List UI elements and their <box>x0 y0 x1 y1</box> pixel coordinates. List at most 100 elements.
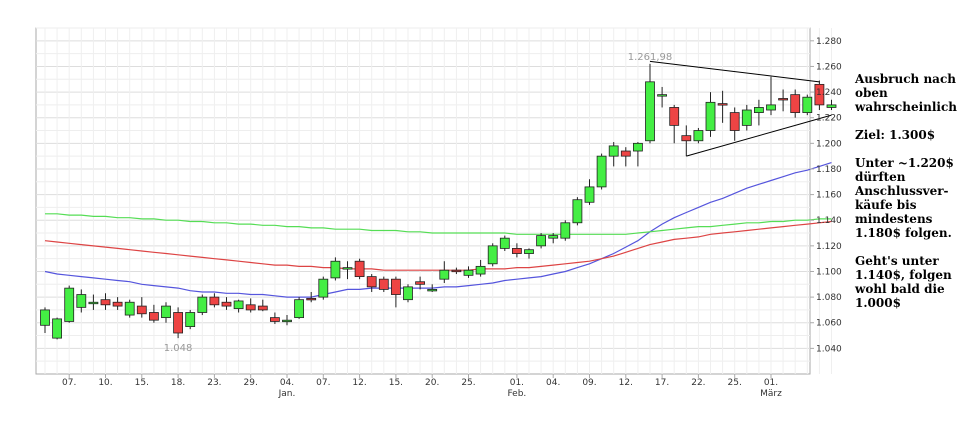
candle <box>524 248 534 259</box>
candle-body <box>657 94 667 97</box>
candle <box>76 289 87 313</box>
candle <box>318 276 329 300</box>
candle <box>64 285 75 323</box>
candle-body <box>415 281 426 285</box>
candle-body <box>306 297 317 301</box>
candle-body <box>378 278 389 290</box>
candle-body <box>427 289 438 292</box>
candle-body <box>705 101 716 131</box>
y-tick-label: 1.100 <box>816 267 842 277</box>
y-tick-label: 1.220 <box>816 114 842 124</box>
candle <box>439 261 450 284</box>
candle-body <box>112 301 123 307</box>
candle <box>536 233 546 249</box>
low-value-label: 1.048 <box>164 343 193 354</box>
x-tick-label: 04. <box>280 378 294 388</box>
candle <box>802 94 813 116</box>
candle <box>197 294 208 316</box>
candle <box>209 293 220 308</box>
annotation-notes: Ausbruch nach oben wahrscheinlich Ziel: … <box>855 72 967 324</box>
y-tick-label: 1.120 <box>816 242 842 252</box>
x-tick-label: 23. <box>207 378 221 388</box>
candle-body <box>100 299 111 306</box>
candle <box>427 284 438 292</box>
candle <box>342 261 353 280</box>
x-tick-label: 25. <box>728 378 742 388</box>
candle <box>378 276 389 292</box>
x-tick-label: 12. <box>352 378 366 388</box>
candle <box>366 274 377 292</box>
chart-grid <box>35 27 832 375</box>
candle-body <box>802 96 813 113</box>
candle <box>669 104 680 144</box>
x-tick-label: 01. <box>764 378 778 388</box>
candle-body <box>76 294 87 308</box>
x-month-label: Jan. <box>278 389 296 399</box>
candle <box>269 312 280 325</box>
candle <box>124 299 135 318</box>
candle <box>826 99 837 111</box>
y-tick-label: 1.080 <box>816 293 842 303</box>
candle-body <box>439 269 450 280</box>
candle-body <box>185 312 196 327</box>
candle-body <box>729 112 740 131</box>
candle-body <box>269 317 280 322</box>
x-tick-label: 07. <box>316 378 330 388</box>
candle <box>100 293 111 310</box>
candle <box>112 297 123 310</box>
candle-body <box>548 235 559 239</box>
candle-body <box>161 305 171 319</box>
candle-body <box>512 248 522 254</box>
candle-body <box>294 299 305 319</box>
candle-body <box>403 286 413 301</box>
candle <box>415 276 426 290</box>
candle-body <box>354 260 365 278</box>
x-tick-label: 01. <box>510 378 524 388</box>
candle-body <box>136 305 147 315</box>
candle-body <box>717 103 728 106</box>
x-tick-label: 25. <box>461 378 475 388</box>
candle <box>608 142 619 167</box>
candle <box>657 86 667 108</box>
candle-body <box>669 107 680 126</box>
x-tick-label: 07. <box>62 378 76 388</box>
note-support: Unter ~1.220$ dürften Anschlussver-käufe… <box>855 156 954 240</box>
candle-body <box>124 301 135 316</box>
candle <box>633 142 643 167</box>
x-month-label: Feb. <box>508 389 527 399</box>
candle <box>814 80 825 111</box>
candle <box>681 125 692 157</box>
candle-body <box>741 109 752 126</box>
candle-body <box>487 245 498 265</box>
plot-area <box>35 27 811 375</box>
candle <box>790 89 801 118</box>
candle-body <box>608 145 619 157</box>
candle-body <box>342 267 353 270</box>
y-tick-label: 1.140 <box>816 216 842 226</box>
x-tick-label: 29. <box>244 378 258 388</box>
candle <box>294 297 305 319</box>
candle <box>475 259 486 277</box>
candle <box>161 302 171 323</box>
note-target: Ziel: 1.300$ <box>855 128 936 142</box>
y-tick-label: 1.160 <box>816 191 842 201</box>
candle <box>487 243 498 267</box>
candle-body <box>257 305 268 311</box>
candle <box>463 266 474 278</box>
candle <box>693 127 704 144</box>
candle <box>584 179 595 205</box>
candle <box>560 220 571 241</box>
candle <box>52 317 62 340</box>
candle <box>499 235 510 251</box>
triangle-trendline <box>649 60 820 83</box>
candle-body <box>681 135 692 142</box>
x-tick-label: 15. <box>389 378 403 388</box>
candle <box>390 276 401 308</box>
candle <box>354 258 365 280</box>
candle-body <box>233 300 244 310</box>
candle <box>245 298 256 313</box>
candle-body <box>52 318 62 339</box>
y-tick-label: 1.200 <box>816 139 842 149</box>
candles <box>40 63 837 340</box>
